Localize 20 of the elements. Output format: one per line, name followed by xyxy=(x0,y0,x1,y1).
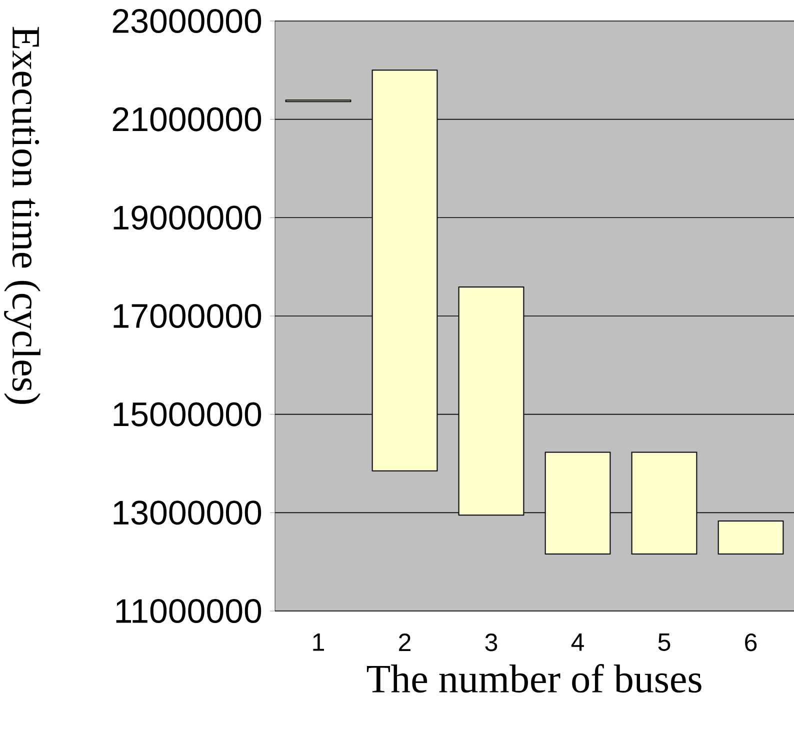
bar xyxy=(458,286,524,516)
y-axis-title: Execution time (cycles) xyxy=(4,26,40,404)
x-tick-label: 6 xyxy=(745,634,757,652)
x-axis-title: The number of buses xyxy=(366,664,702,693)
y-tick-label: 17000000 xyxy=(114,304,262,328)
x-tick-label: 3 xyxy=(485,634,498,652)
bar xyxy=(631,452,698,554)
x-tick-label: 5 xyxy=(658,634,670,651)
x-tick-label: 2 xyxy=(399,634,410,651)
x-tick-label: 4 xyxy=(571,634,584,651)
bar xyxy=(544,452,611,554)
y-tick-label: 23000000 xyxy=(112,8,262,34)
bar xyxy=(718,520,784,554)
bar xyxy=(372,70,438,472)
y-tick-label: 21000000 xyxy=(112,107,262,132)
y-tick-label: 15000000 xyxy=(114,402,262,426)
y-tick-label: 19000000 xyxy=(114,206,262,230)
y-tick-label: 13000000 xyxy=(114,500,262,525)
x-tick-label: 1 xyxy=(313,634,324,651)
y-tick-label: 11000000 xyxy=(116,598,262,624)
